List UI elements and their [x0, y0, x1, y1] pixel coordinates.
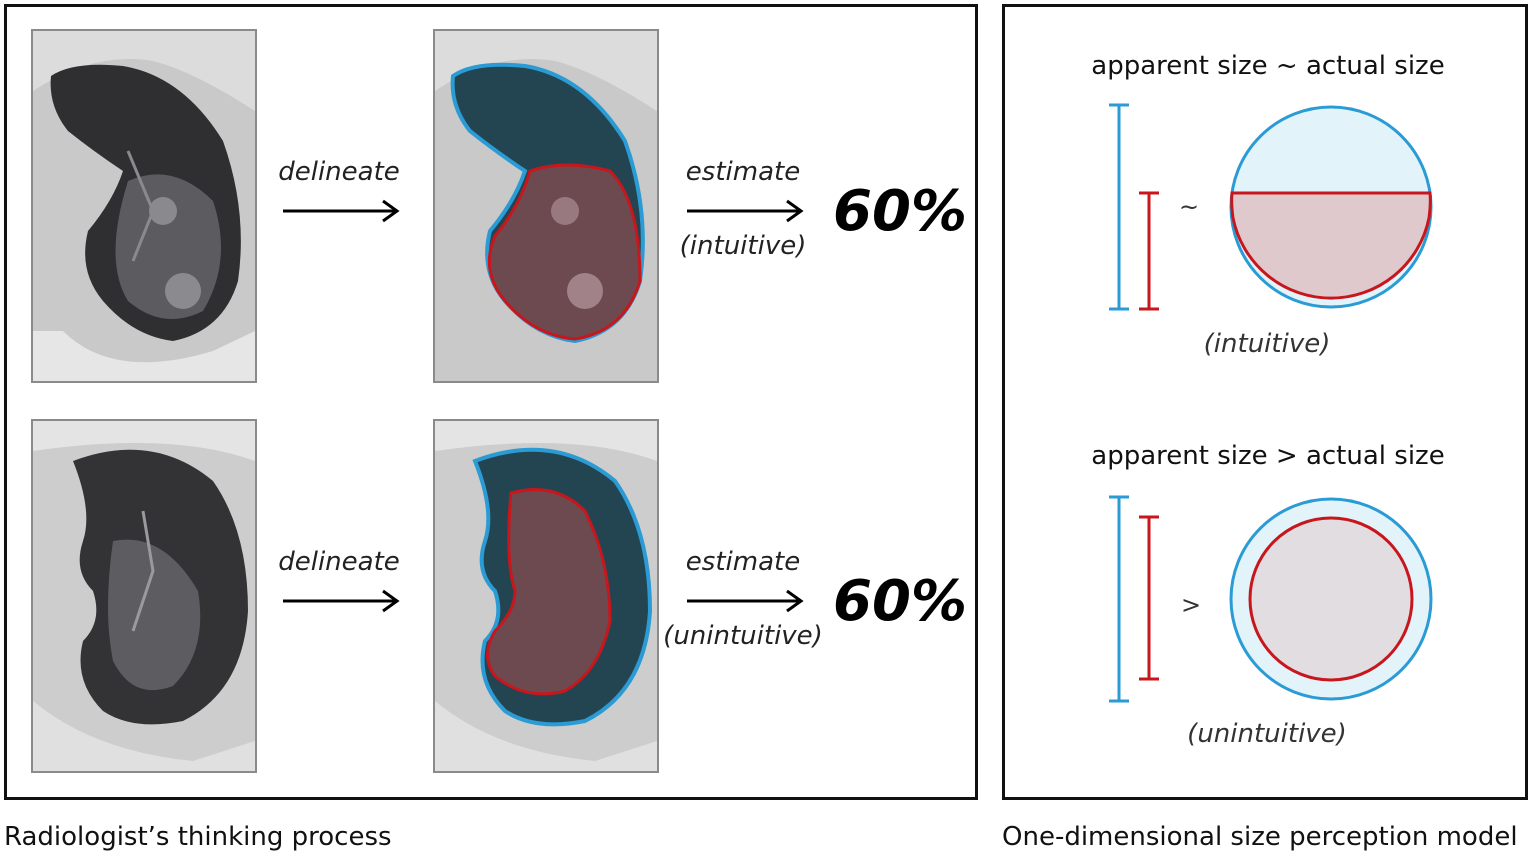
qualifier-label-2: (unintuitive) — [663, 621, 823, 651]
arrow-right-icon — [687, 589, 804, 613]
approx-symbol: ~ — [1179, 193, 1200, 221]
estimate-label-1: estimate — [685, 157, 801, 187]
intuitive-model-diagram — [1109, 103, 1433, 311]
delineate-label-1: delineate — [278, 157, 400, 187]
ct-scan-delineated-1 — [433, 29, 659, 383]
percent-estimate-1: 60% — [833, 179, 968, 244]
ct-scan-original-2 — [31, 419, 257, 773]
model-caption-1: (intuitive) — [1203, 329, 1331, 359]
greater-than-symbol: > — [1181, 591, 1202, 619]
left-panel-caption: Radiologist’s thinking process — [4, 822, 392, 852]
estimate-label-2: estimate — [685, 547, 801, 577]
arrow-right-icon — [283, 589, 400, 613]
delineate-label-2: delineate — [278, 547, 400, 577]
arrow-right-icon — [687, 199, 804, 223]
unintuitive-model-diagram — [1109, 495, 1433, 703]
size-perception-panel: apparent size ~ actual size ~ (intuitive… — [1002, 4, 1528, 800]
arrow-right-icon — [283, 199, 400, 223]
thinking-process-panel: delineate estimate (intuitive) 60% de — [4, 4, 978, 800]
ct-scan-original-1 — [31, 29, 257, 383]
model-title-1: apparent size ~ actual size — [1091, 51, 1445, 81]
qualifier-label-1: (intuitive) — [679, 231, 807, 261]
model-caption-2: (unintuitive) — [1187, 719, 1347, 749]
ct-scan-delineated-2 — [433, 419, 659, 773]
model-title-2: apparent size > actual size — [1091, 441, 1445, 471]
right-panel-caption: One-dimensional size perception model — [1002, 822, 1518, 852]
percent-estimate-2: 60% — [833, 569, 968, 634]
